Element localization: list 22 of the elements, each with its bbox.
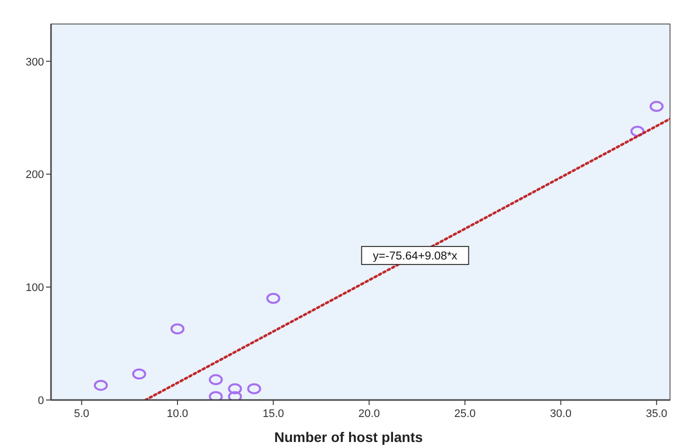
x-tick-label: 25.0 [454, 408, 476, 420]
x-tick-label: 35.0 [646, 408, 668, 420]
point [208, 374, 223, 386]
x-tick-label: 15.0 [262, 408, 284, 420]
point [170, 323, 184, 334]
y-tick-label: 0 [38, 395, 44, 407]
y-tick-label: 300 [26, 56, 44, 68]
x-tick-label: 10.0 [166, 408, 188, 420]
point [132, 368, 146, 380]
y-tick-label: 100 [26, 282, 44, 294]
point [228, 383, 242, 394]
point [630, 126, 644, 137]
y-tick-label: 200 [26, 169, 44, 182]
x-axis-title: Number of host plants [274, 429, 423, 445]
point [266, 292, 280, 304]
x-tick-label: 20.0 [358, 408, 380, 420]
point [247, 383, 262, 394]
point [94, 380, 108, 391]
x-tick-label: 30.0 [550, 408, 572, 420]
point [650, 100, 664, 112]
x-tick-label: 5.0 [74, 408, 90, 420]
annotation: y=-75.64+9.08*x [372, 250, 458, 262]
